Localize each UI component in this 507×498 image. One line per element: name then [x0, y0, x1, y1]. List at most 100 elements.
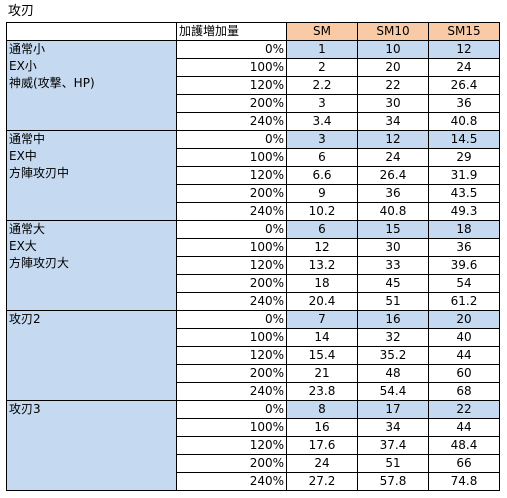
sm15-value-cell[interactable]: 44 [428, 418, 500, 437]
sm15-value-cell[interactable]: 40.8 [428, 112, 500, 131]
sm-value-cell[interactable]: 12 [286, 238, 358, 257]
sm-value-cell[interactable]: 18 [286, 274, 358, 293]
sm-value-cell[interactable]: 9 [286, 184, 358, 203]
sm-value-cell[interactable]: 14 [286, 328, 358, 347]
sm15-value-cell[interactable]: 61.2 [428, 292, 500, 311]
percent-cell[interactable]: 200% [176, 454, 287, 473]
percent-cell[interactable]: 100% [176, 58, 287, 77]
sm10-value-cell[interactable]: 20 [357, 58, 429, 77]
sm-value-cell[interactable]: 21 [286, 364, 358, 383]
sm10-value-cell[interactable]: 30 [357, 94, 429, 113]
percent-cell[interactable]: 0% [176, 130, 287, 149]
sm-value-cell[interactable]: 27.2 [286, 472, 358, 491]
sheet-title[interactable]: 攻刃 [8, 4, 35, 19]
sm-value-cell[interactable]: 2.2 [286, 76, 358, 95]
sm15-value-cell[interactable]: 18 [428, 220, 500, 239]
sm15-value-cell[interactable]: 36 [428, 94, 500, 113]
header-corner-cell[interactable] [6, 22, 177, 41]
header-gain-cell[interactable]: 加護増加量 [176, 22, 287, 41]
sm-value-cell[interactable]: 13.2 [286, 256, 358, 275]
sm10-value-cell[interactable]: 34 [357, 112, 429, 131]
sm15-value-cell[interactable]: 68 [428, 382, 500, 401]
percent-cell[interactable]: 200% [176, 274, 287, 293]
sm15-value-cell[interactable]: 22 [428, 400, 500, 419]
header-sm15-cell[interactable]: SM15 [428, 22, 500, 41]
sm10-value-cell[interactable]: 40.8 [357, 202, 429, 221]
group-label-cell[interactable]: 攻刃3 [6, 400, 177, 491]
percent-cell[interactable]: 240% [176, 292, 287, 311]
sm-value-cell[interactable]: 6 [286, 148, 358, 167]
sm10-value-cell[interactable]: 17 [357, 400, 429, 419]
sm10-value-cell[interactable]: 57.8 [357, 472, 429, 491]
percent-cell[interactable]: 0% [176, 40, 287, 59]
sm10-value-cell[interactable]: 24 [357, 148, 429, 167]
sm10-value-cell[interactable]: 54.4 [357, 382, 429, 401]
sm15-value-cell[interactable]: 48.4 [428, 436, 500, 455]
sm15-value-cell[interactable]: 60 [428, 364, 500, 383]
sm-value-cell[interactable]: 10.2 [286, 202, 358, 221]
sm-value-cell[interactable]: 3 [286, 94, 358, 113]
sm15-value-cell[interactable]: 39.6 [428, 256, 500, 275]
sm15-value-cell[interactable]: 49.3 [428, 202, 500, 221]
sm15-value-cell[interactable]: 36 [428, 238, 500, 257]
sm10-value-cell[interactable]: 33 [357, 256, 429, 275]
sm15-value-cell[interactable]: 14.5 [428, 130, 500, 149]
sm15-value-cell[interactable]: 74.8 [428, 472, 500, 491]
percent-cell[interactable]: 100% [176, 328, 287, 347]
sm-value-cell[interactable]: 15.4 [286, 346, 358, 365]
sm10-value-cell[interactable]: 26.4 [357, 166, 429, 185]
sm-value-cell[interactable]: 24 [286, 454, 358, 473]
sm15-value-cell[interactable]: 31.9 [428, 166, 500, 185]
percent-cell[interactable]: 100% [176, 418, 287, 437]
sm10-value-cell[interactable]: 12 [357, 130, 429, 149]
group-label-cell[interactable]: 通常小 EX小 神威(攻撃、HP) [6, 40, 177, 131]
percent-cell[interactable]: 120% [176, 436, 287, 455]
percent-cell[interactable]: 0% [176, 310, 287, 329]
sm15-value-cell[interactable]: 40 [428, 328, 500, 347]
sm10-value-cell[interactable]: 48 [357, 364, 429, 383]
percent-cell[interactable]: 120% [176, 346, 287, 365]
percent-cell[interactable]: 120% [176, 256, 287, 275]
percent-cell[interactable]: 120% [176, 76, 287, 95]
sm15-value-cell[interactable]: 44 [428, 346, 500, 365]
sm10-value-cell[interactable]: 15 [357, 220, 429, 239]
percent-cell[interactable]: 240% [176, 382, 287, 401]
sm-value-cell[interactable]: 6 [286, 220, 358, 239]
sm15-value-cell[interactable]: 26.4 [428, 76, 500, 95]
sm15-value-cell[interactable]: 43.5 [428, 184, 500, 203]
sm10-value-cell[interactable]: 36 [357, 184, 429, 203]
sm15-value-cell[interactable]: 12 [428, 40, 500, 59]
sm15-value-cell[interactable]: 24 [428, 58, 500, 77]
percent-cell[interactable]: 0% [176, 400, 287, 419]
sm10-value-cell[interactable]: 35.2 [357, 346, 429, 365]
sm10-value-cell[interactable]: 51 [357, 454, 429, 473]
sm-value-cell[interactable]: 1 [286, 40, 358, 59]
sm-value-cell[interactable]: 3.4 [286, 112, 358, 131]
header-sm-cell[interactable]: SM [286, 22, 358, 41]
sm-value-cell[interactable]: 3 [286, 130, 358, 149]
sm10-value-cell[interactable]: 37.4 [357, 436, 429, 455]
sm10-value-cell[interactable]: 10 [357, 40, 429, 59]
group-label-cell[interactable]: 通常大 EX大 方陣攻刃大 [6, 220, 177, 311]
sm15-value-cell[interactable]: 20 [428, 310, 500, 329]
sm10-value-cell[interactable]: 51 [357, 292, 429, 311]
sm10-value-cell[interactable]: 16 [357, 310, 429, 329]
group-label-cell[interactable]: 攻刃2 [6, 310, 177, 401]
sm-value-cell[interactable]: 2 [286, 58, 358, 77]
header-sm10-cell[interactable]: SM10 [357, 22, 429, 41]
sm-value-cell[interactable]: 7 [286, 310, 358, 329]
sm15-value-cell[interactable]: 54 [428, 274, 500, 293]
percent-cell[interactable]: 240% [176, 112, 287, 131]
sm10-value-cell[interactable]: 22 [357, 76, 429, 95]
sm-value-cell[interactable]: 8 [286, 400, 358, 419]
sm-value-cell[interactable]: 20.4 [286, 292, 358, 311]
percent-cell[interactable]: 240% [176, 472, 287, 491]
sm15-value-cell[interactable]: 66 [428, 454, 500, 473]
percent-cell[interactable]: 240% [176, 202, 287, 221]
sm10-value-cell[interactable]: 34 [357, 418, 429, 437]
percent-cell[interactable]: 120% [176, 166, 287, 185]
percent-cell[interactable]: 200% [176, 94, 287, 113]
group-label-cell[interactable]: 通常中 EX中 方陣攻刃中 [6, 130, 177, 221]
sm-value-cell[interactable]: 23.8 [286, 382, 358, 401]
sm10-value-cell[interactable]: 45 [357, 274, 429, 293]
